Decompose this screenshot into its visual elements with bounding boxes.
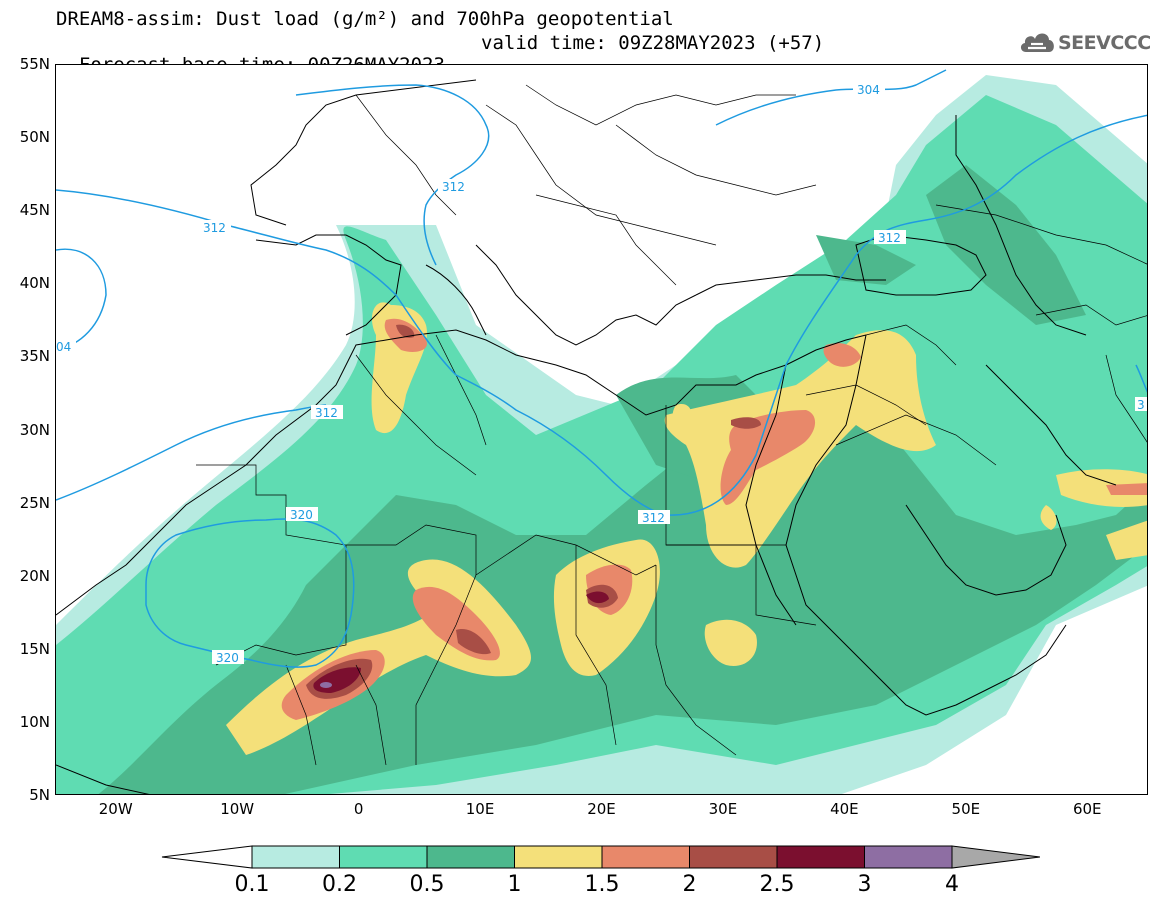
contour-label-312-egypt: 312	[642, 511, 665, 525]
colorbar-segment	[514, 845, 603, 869]
lon-label-60e: 60E	[1072, 800, 1102, 818]
contour-label-304-atlantic: 04	[56, 340, 71, 354]
chart-title: DREAM8-assim: Dust load (g/m²) and 700hP…	[56, 8, 674, 30]
lon-label-20e: 20E	[587, 800, 616, 818]
colorbar-label: 2.5	[759, 872, 795, 897]
contour-label-312-france: 312	[442, 180, 465, 194]
contour-label-304: 304	[857, 83, 880, 97]
dust-load-map: 304 312 312 312 312 312 320 320 04 3	[55, 64, 1148, 795]
colorbar-arrow-high	[951, 845, 1040, 869]
lon-label-40e: 40E	[830, 800, 859, 818]
cloud-icon	[1020, 33, 1054, 52]
colorbar-segment	[339, 845, 428, 869]
dust-field-peak	[320, 682, 332, 688]
lat-label-45n: 45N	[19, 201, 50, 220]
contour-labels: 304 312 312 312 312 312 320 320 04 3	[56, 82, 1147, 665]
lon-label-0: 0	[353, 800, 364, 818]
lon-label-50e: 50E	[951, 800, 981, 818]
valid-time-text: valid time: 09Z28MAY2023 (+57)	[481, 32, 825, 54]
geopotential-contours	[56, 69, 1147, 668]
contour-label-312-caucasus: 312	[878, 231, 901, 245]
colorbar-segment	[776, 845, 865, 869]
colorbar	[161, 845, 1040, 869]
seevccc-logo: SEEVCCC	[1018, 26, 1158, 58]
colorbar-segment	[601, 845, 690, 869]
contour-label-320-senegal: 320	[216, 651, 239, 665]
lat-label-50n: 50N	[19, 128, 50, 147]
colorbar-label: 1.5	[584, 872, 620, 897]
colorbar-label: 0.5	[409, 872, 445, 897]
contour-label-iran: 3	[1137, 398, 1145, 412]
contour-label-312-west: 312	[203, 221, 226, 235]
lat-label-30n: 30N	[19, 420, 50, 439]
lat-label-40n: 40N	[19, 274, 50, 293]
colorbar-label: 0.1	[234, 872, 270, 897]
lat-label-25n: 25N	[19, 493, 50, 512]
country-borders	[196, 84, 1147, 766]
colorbar-label: 0.2	[322, 872, 357, 897]
colorbar-label: 3	[857, 872, 872, 897]
contour-label-312-morocco: 312	[315, 406, 338, 420]
coastlines	[56, 79, 1117, 794]
contour-label-320-mauritania: 320	[290, 508, 313, 522]
lat-label-55n: 55N	[19, 55, 50, 73]
colorbar-segment	[251, 845, 340, 869]
colorbar-arrow-low	[161, 845, 253, 869]
lon-label-20w: 20W	[98, 800, 133, 818]
colorbar-segment	[689, 845, 778, 869]
lon-label-10w: 10W	[220, 800, 255, 818]
lon-label-30e: 30E	[708, 800, 738, 818]
map-canvas: 304 312 312 312 312 312 320 320 04 3	[56, 69, 1147, 794]
colorbar-label: 1	[507, 872, 522, 897]
lat-label-15n: 15N	[19, 639, 50, 658]
logo-text: SEEVCCC	[1058, 32, 1151, 54]
lat-label-20n: 20N	[19, 566, 50, 585]
lat-label-5n: 5N	[29, 786, 50, 804]
colorbar-label: 2	[682, 872, 697, 897]
lon-label-10e: 10E	[465, 800, 495, 818]
colorbar-label: 4	[945, 872, 959, 897]
colorbar-segment	[426, 845, 515, 869]
lat-label-35n: 35N	[19, 347, 50, 366]
colorbar-segment	[864, 845, 953, 869]
lat-label-10n: 10N	[19, 712, 50, 731]
